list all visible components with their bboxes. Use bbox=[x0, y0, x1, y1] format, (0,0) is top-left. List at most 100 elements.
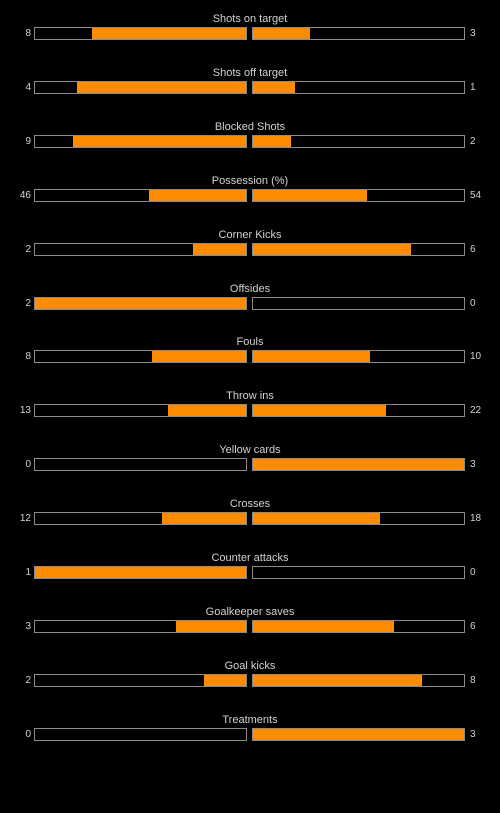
home-bar-track bbox=[34, 673, 247, 687]
home-bar-fill bbox=[161, 513, 246, 525]
home-bar-track bbox=[34, 458, 247, 472]
home-bar-fill bbox=[72, 135, 246, 147]
stat-row: Treatments 0 3 bbox=[0, 713, 500, 753]
away-bar-fill bbox=[253, 620, 394, 632]
away-bar-track bbox=[252, 566, 465, 579]
away-value: 6 bbox=[470, 243, 476, 255]
away-value: 18 bbox=[470, 513, 482, 525]
home-value: 3 bbox=[25, 620, 31, 632]
away-bar-track bbox=[252, 619, 465, 633]
stat-row: Shots off target 4 1 bbox=[0, 66, 500, 106]
home-value: 13 bbox=[19, 405, 31, 417]
stat-row: Yellow cards 0 3 bbox=[0, 443, 500, 483]
home-value: 9 bbox=[25, 135, 31, 147]
home-bar-track bbox=[34, 296, 247, 310]
home-bar-track bbox=[34, 27, 247, 40]
away-bar-fill bbox=[253, 243, 412, 255]
stat-label: Shots on target bbox=[212, 13, 288, 25]
home-bar-fill bbox=[152, 351, 246, 363]
stat-label: Goalkeeper saves bbox=[205, 605, 295, 618]
home-bar-fill bbox=[35, 567, 246, 578]
stat-row: Shots on target 8 3 bbox=[0, 12, 500, 52]
home-bar-fill bbox=[193, 243, 246, 255]
home-value: 0 bbox=[25, 459, 31, 471]
away-bar-fill bbox=[253, 189, 367, 201]
home-value: 2 bbox=[25, 674, 31, 686]
away-bar-track bbox=[252, 80, 465, 94]
home-value: 12 bbox=[19, 513, 31, 525]
away-bar-track bbox=[252, 673, 465, 687]
home-value: 46 bbox=[19, 189, 31, 201]
away-value: 3 bbox=[470, 459, 476, 471]
home-bar-fill bbox=[167, 405, 246, 417]
home-value: 8 bbox=[25, 28, 31, 39]
stat-label: Yellow cards bbox=[219, 444, 281, 457]
home-bar-track bbox=[34, 80, 247, 94]
home-value: 0 bbox=[25, 728, 31, 740]
away-value: 10 bbox=[470, 351, 482, 363]
home-bar-fill bbox=[91, 28, 246, 39]
stat-label: Possession (%) bbox=[211, 174, 289, 187]
stat-row: Goalkeeper saves 3 6 bbox=[0, 605, 500, 645]
away-bar-track bbox=[252, 188, 465, 202]
home-bar-track bbox=[34, 727, 247, 741]
home-bar-track bbox=[34, 404, 247, 418]
away-bar-track bbox=[252, 242, 465, 256]
home-bar-fill bbox=[35, 297, 246, 309]
home-bar-track bbox=[34, 350, 247, 364]
away-bar-track bbox=[252, 350, 465, 364]
stat-row: Crosses 12 18 bbox=[0, 497, 500, 537]
away-bar-fill bbox=[253, 513, 380, 525]
stat-row: Throw ins 13 22 bbox=[0, 389, 500, 429]
away-bar-track bbox=[252, 404, 465, 418]
stat-label: Offsides bbox=[229, 282, 271, 295]
away-value: 2 bbox=[470, 135, 476, 147]
home-value: 4 bbox=[25, 81, 31, 93]
away-bar-fill bbox=[253, 351, 371, 363]
away-bar-fill bbox=[253, 674, 422, 686]
home-bar-fill bbox=[203, 674, 246, 686]
home-bar-track bbox=[34, 134, 247, 148]
away-value: 3 bbox=[470, 728, 476, 740]
away-value: 3 bbox=[470, 28, 476, 39]
stat-row: Corner Kicks 2 6 bbox=[0, 228, 500, 268]
home-bar-fill bbox=[175, 620, 246, 632]
home-bar-track bbox=[34, 619, 247, 633]
stat-label: Fouls bbox=[236, 336, 264, 349]
home-value: 8 bbox=[25, 351, 31, 363]
stat-label: Corner Kicks bbox=[218, 228, 282, 241]
away-bar-fill bbox=[253, 459, 464, 471]
away-value: 0 bbox=[470, 567, 476, 578]
stat-row: Possession (%) 46 54 bbox=[0, 174, 500, 214]
away-bar-fill bbox=[253, 405, 386, 417]
away-bar-track bbox=[252, 512, 465, 526]
stat-row: Blocked Shots 9 2 bbox=[0, 120, 500, 160]
home-bar-track bbox=[34, 512, 247, 526]
stat-label: Blocked Shots bbox=[214, 120, 286, 133]
stat-label: Crosses bbox=[229, 498, 271, 511]
stat-row: Offsides 2 0 bbox=[0, 282, 500, 322]
away-bar-track bbox=[252, 27, 465, 40]
home-value: 1 bbox=[25, 567, 31, 578]
home-bar-fill bbox=[77, 81, 246, 93]
away-value: 0 bbox=[470, 297, 476, 309]
stat-row: Goal kicks 2 8 bbox=[0, 659, 500, 699]
home-bar-fill bbox=[148, 189, 246, 201]
home-bar-track bbox=[34, 242, 247, 256]
stat-label: Goal kicks bbox=[224, 659, 276, 672]
home-value: 2 bbox=[25, 297, 31, 309]
away-value: 54 bbox=[470, 189, 482, 201]
away-value: 22 bbox=[470, 405, 482, 417]
home-bar-track bbox=[34, 188, 247, 202]
away-bar-track bbox=[252, 296, 465, 310]
away-bar-fill bbox=[253, 135, 291, 147]
away-value: 6 bbox=[470, 620, 476, 632]
stat-label: Treatments bbox=[222, 713, 278, 726]
away-bar-fill bbox=[253, 81, 296, 93]
stat-label: Throw ins bbox=[226, 390, 274, 403]
away-value: 1 bbox=[470, 81, 476, 93]
away-bar-track bbox=[252, 727, 465, 741]
home-value: 2 bbox=[25, 243, 31, 255]
stat-label: Counter attacks bbox=[211, 552, 289, 564]
